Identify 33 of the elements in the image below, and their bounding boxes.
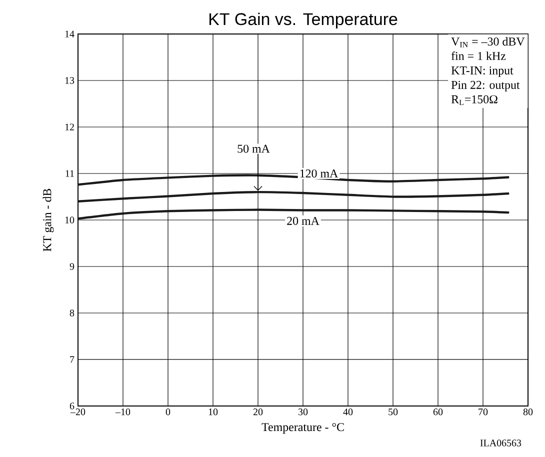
- y-axis-title: KT gain - dB: [42, 188, 54, 252]
- text: 50 mA: [238, 144, 270, 153]
- annotation: R$_{L}$=150Ω: [451, 95, 498, 106]
- x-tick-label: –10: [115, 408, 130, 416]
- x-tick-label: 10: [208, 408, 218, 416]
- line-series: [76, 190, 510, 202]
- x-tick-label: 0: [166, 408, 170, 416]
- series-label: 120 mA: [300, 169, 338, 178]
- x-tick-label: –20: [70, 408, 86, 416]
- y-tick-label: 11: [66, 170, 74, 177]
- x-tick-label: 40: [343, 408, 353, 416]
- annotation: fin = 1 kHz: [451, 52, 506, 60]
- x-tick-label: 60: [433, 408, 443, 416]
- y-tick-label: 8: [70, 310, 74, 316]
- y-tick-label: 7: [70, 356, 74, 363]
- annotation: KT-IN: input: [451, 66, 514, 77]
- y-tick-label: 13: [65, 77, 74, 84]
- y-tick-label: 14: [65, 30, 74, 38]
- y-tick-label: 10: [65, 216, 74, 224]
- chart-title: KT Gain vs. Temperature: [209, 12, 398, 28]
- x-tick-label: 30: [298, 408, 308, 416]
- x-axis-title: Temperature - °C: [262, 423, 344, 434]
- x-tick-label: 20: [253, 408, 263, 416]
- annotation: V$_{IN}$ = –30 dBV: [451, 37, 525, 48]
- annotation: Pin 22: output: [451, 80, 520, 92]
- y-tick-label: 12: [65, 124, 74, 130]
- y-tick-label: 6: [70, 402, 74, 410]
- x-tick-label: 80: [523, 408, 533, 416]
- text: ILA06563: [480, 440, 522, 446]
- x-tick-label: 70: [478, 408, 488, 416]
- series-label: 20 mA: [287, 216, 320, 225]
- y-tick-label: 9: [70, 263, 74, 270]
- x-tick-label: 50: [388, 408, 398, 416]
